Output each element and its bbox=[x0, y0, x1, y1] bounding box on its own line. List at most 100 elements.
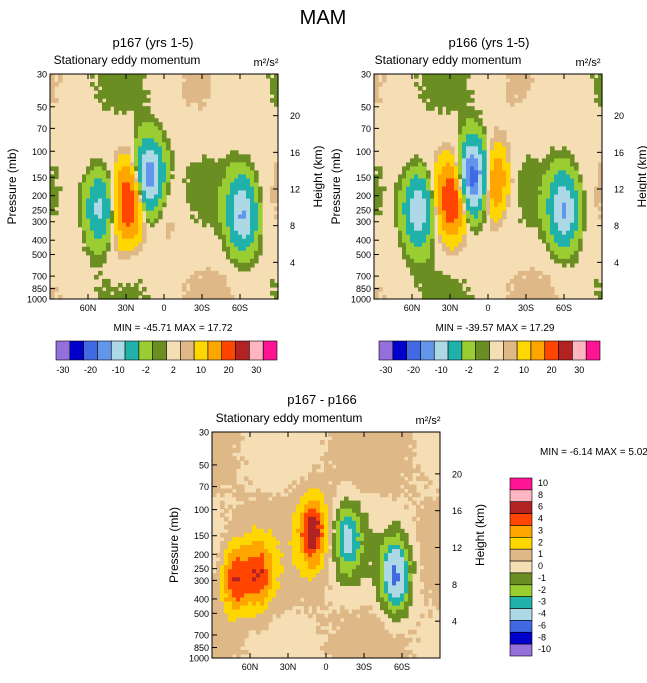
field-cell bbox=[198, 78, 203, 83]
field-cell bbox=[238, 190, 243, 196]
field-cell bbox=[400, 597, 405, 603]
field-cell bbox=[324, 557, 329, 562]
field-cell bbox=[352, 432, 357, 437]
field-cell bbox=[194, 282, 199, 288]
field-cell bbox=[454, 106, 459, 111]
field-cell bbox=[414, 242, 419, 248]
field-cell bbox=[300, 569, 305, 574]
field-cell bbox=[454, 238, 459, 244]
field-cell bbox=[54, 198, 59, 204]
field-cell bbox=[506, 98, 511, 103]
field-cell bbox=[514, 90, 519, 95]
field-cell bbox=[380, 649, 385, 655]
field-cell bbox=[206, 270, 211, 276]
field-cell bbox=[254, 210, 259, 216]
field-cell bbox=[578, 234, 583, 240]
colorbar-swatch bbox=[138, 340, 153, 361]
field-cell bbox=[118, 214, 123, 220]
field-cell bbox=[442, 98, 447, 103]
field-cell bbox=[236, 440, 241, 445]
field-cell bbox=[254, 206, 259, 212]
field-cell bbox=[352, 448, 357, 453]
field-cell bbox=[212, 593, 217, 599]
chart-panel-top-left: 305070100150200250300400500700850100060N… bbox=[5, 35, 325, 375]
field-cell bbox=[214, 222, 219, 228]
field-cell bbox=[328, 456, 333, 461]
field-cell bbox=[114, 94, 119, 99]
field-cell bbox=[434, 282, 439, 288]
field-cell bbox=[292, 520, 297, 526]
field-cell bbox=[332, 653, 337, 659]
field-cell bbox=[242, 178, 247, 184]
field-cell bbox=[396, 585, 401, 590]
field-cell bbox=[422, 98, 427, 103]
field-cell bbox=[428, 553, 433, 558]
field-cell bbox=[438, 186, 443, 192]
field-cell bbox=[336, 637, 341, 643]
field-cell bbox=[230, 294, 235, 300]
field-cell bbox=[392, 460, 397, 465]
field-cell bbox=[494, 158, 499, 163]
field-cell bbox=[250, 242, 255, 248]
field-cell bbox=[214, 162, 219, 168]
field-cell bbox=[418, 270, 423, 276]
field-cell bbox=[360, 641, 365, 647]
field-cell bbox=[236, 520, 241, 526]
field-cell bbox=[274, 294, 279, 300]
field-cell bbox=[122, 194, 127, 200]
field-cell bbox=[260, 512, 265, 518]
field-cell bbox=[380, 472, 385, 477]
field-cell bbox=[352, 621, 357, 627]
field-cell bbox=[566, 250, 571, 256]
field-cell bbox=[368, 565, 373, 570]
field-cell bbox=[384, 553, 389, 558]
field-cell bbox=[454, 86, 459, 91]
field-cell bbox=[162, 162, 167, 168]
field-cell bbox=[498, 142, 503, 147]
field-cell bbox=[530, 218, 535, 224]
field-cell bbox=[206, 86, 211, 91]
field-cell bbox=[114, 170, 119, 176]
field-cell bbox=[218, 294, 223, 300]
field-cell bbox=[292, 500, 297, 506]
field-cell bbox=[166, 146, 171, 151]
field-cell bbox=[150, 190, 155, 196]
field-cell bbox=[498, 210, 503, 216]
field-cell bbox=[114, 286, 119, 292]
field-cell bbox=[418, 86, 423, 91]
field-cell bbox=[186, 102, 191, 107]
field-cell bbox=[446, 210, 451, 216]
field-cell bbox=[470, 114, 475, 119]
field-cell bbox=[126, 78, 131, 83]
field-cell bbox=[284, 528, 289, 534]
field-cell bbox=[86, 202, 91, 208]
field-cell bbox=[446, 202, 451, 208]
field-cell bbox=[240, 625, 245, 631]
field-cell bbox=[582, 214, 587, 220]
field-cell bbox=[274, 98, 279, 103]
field-cell bbox=[162, 158, 167, 163]
field-cell bbox=[102, 246, 107, 252]
field-cell bbox=[522, 94, 527, 99]
colorbar-swatch bbox=[249, 340, 264, 361]
field-cell bbox=[554, 202, 559, 208]
field-cell bbox=[442, 174, 447, 180]
field-cell bbox=[372, 468, 377, 473]
field-cell bbox=[130, 230, 135, 236]
field-cell bbox=[404, 468, 409, 473]
field-cell bbox=[474, 226, 479, 232]
field-cell bbox=[510, 90, 515, 95]
field-cell bbox=[194, 82, 199, 87]
field-cell bbox=[86, 214, 91, 220]
field-cell bbox=[482, 130, 487, 135]
field-cell bbox=[138, 230, 143, 236]
field-cell bbox=[260, 496, 265, 502]
field-cell bbox=[344, 649, 349, 655]
field-cell bbox=[340, 512, 345, 518]
field-cell bbox=[394, 194, 399, 200]
field-cell bbox=[368, 480, 373, 486]
field-cell bbox=[518, 98, 523, 103]
field-cell bbox=[558, 190, 563, 196]
field-cell bbox=[276, 524, 281, 530]
field-cell bbox=[158, 138, 163, 143]
